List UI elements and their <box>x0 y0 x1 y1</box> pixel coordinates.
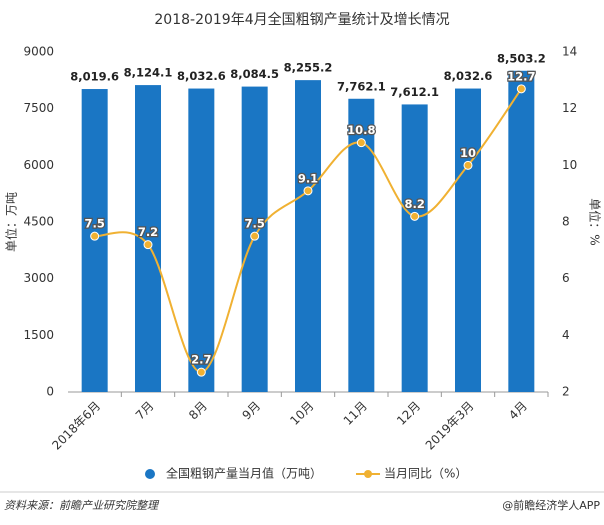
y-tick-label: 7500 <box>23 101 54 115</box>
bar <box>508 70 535 392</box>
line-value-label: 10.8 <box>347 123 375 137</box>
chart-title: 2018-2019年4月全国粗钢产量统计及增长情况 <box>154 11 449 28</box>
line-value-label: 9.1 <box>298 171 318 185</box>
y2-tick-label: 8 <box>562 215 570 229</box>
line-value-label: 8.2 <box>404 197 424 211</box>
bar-value-label: 7,612.1 <box>390 85 439 99</box>
line-marker <box>250 231 260 241</box>
legend-label: 全国粗钢产量当月值（万吨） <box>166 466 322 481</box>
line-marker <box>303 186 313 196</box>
y2-axis-title: 单位：% <box>588 198 603 245</box>
x-tick-label: 9月 <box>239 399 263 423</box>
y2-tick-label: 14 <box>562 45 577 59</box>
y2-tick-label: 2 <box>562 385 570 399</box>
x-tick-label: 4月 <box>506 399 530 423</box>
x-tick-label: 2018年6月 <box>49 399 103 453</box>
x-tick-label: 2019年3月 <box>423 399 477 453</box>
bar-value-label: 8,019.6 <box>70 70 119 84</box>
y2-tick-label: 4 <box>562 328 570 342</box>
bar <box>455 88 481 393</box>
y2-tick-label: 12 <box>562 101 577 115</box>
line-marker <box>143 240 153 250</box>
x-tick-label: 10月 <box>287 399 316 428</box>
y-tick-label: 1500 <box>23 328 54 342</box>
line-value-label: 7.5 <box>84 217 104 231</box>
bar-value-label: 8,084.5 <box>230 67 279 81</box>
y2-tick-label: 10 <box>562 158 577 172</box>
y-tick-label: 3000 <box>23 271 54 285</box>
line-marker <box>90 231 100 241</box>
legend-swatch <box>145 469 155 479</box>
line-value-label: 10 <box>460 146 476 160</box>
bar <box>295 80 321 392</box>
line-marker <box>410 211 420 221</box>
bar <box>135 85 161 393</box>
y-axis-title: 单位：万吨 <box>4 192 19 252</box>
bar-value-label: 8,032.6 <box>444 69 493 83</box>
line-marker <box>463 160 473 170</box>
bar-value-label: 7,762.1 <box>337 79 386 93</box>
legend-swatch <box>364 470 373 478</box>
y-tick-label: 6000 <box>23 158 54 172</box>
line-marker <box>356 138 366 148</box>
bar-value-label: 8,032.6 <box>177 69 226 83</box>
line-marker <box>516 84 526 94</box>
bar-value-label: 8,503.2 <box>497 51 546 65</box>
line-value-label: 2.7 <box>191 353 211 367</box>
y-tick-label: 4500 <box>23 215 54 229</box>
x-tick-label: 8月 <box>186 399 210 423</box>
brand: @前瞻经济学人APP <box>502 498 600 512</box>
x-tick-label: 12月 <box>394 399 423 428</box>
legend-label: 当月同比（%） <box>384 467 467 481</box>
x-tick-label: 7月 <box>133 399 157 423</box>
y2-tick-label: 6 <box>562 271 570 285</box>
bar <box>401 104 428 393</box>
line-value-label: 7.2 <box>138 225 158 239</box>
bar-value-label: 8,124.1 <box>124 66 173 80</box>
line-value-label: 12.7 <box>507 69 535 83</box>
x-tick-label: 11月 <box>341 399 370 428</box>
bar-value-label: 8,255.2 <box>284 61 333 75</box>
source: 资料来源：前瞻产业研究院整理 <box>4 499 160 512</box>
bar <box>188 88 215 393</box>
y-tick-label: 0 <box>46 385 54 399</box>
line-value-label: 7.5 <box>244 217 264 231</box>
y-tick-label: 9000 <box>23 45 54 59</box>
line-marker <box>196 367 206 377</box>
